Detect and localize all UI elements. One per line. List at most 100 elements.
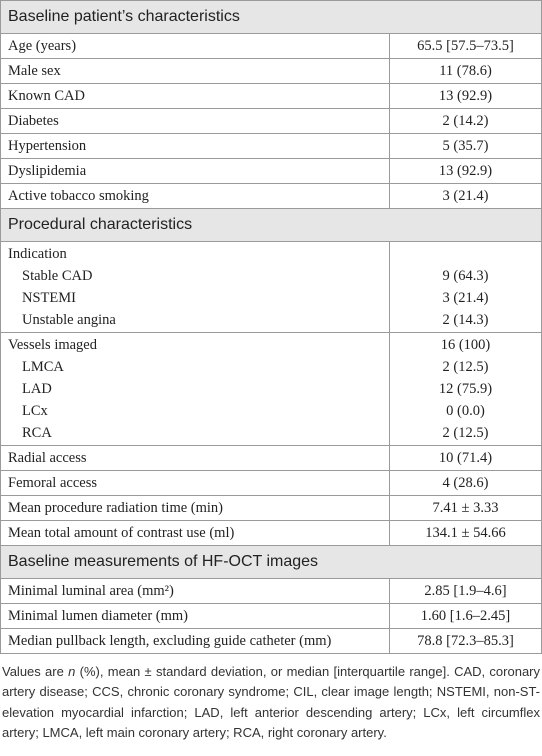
table-row: Hypertension 5 (35.7) <box>1 134 541 159</box>
row-label: Minimal lumen diameter (mm) <box>8 608 188 624</box>
value-cell: 5 (35.7) <box>390 134 541 158</box>
label-cell: Age (years) <box>1 34 390 58</box>
section-header: Procedural characteristics <box>1 209 541 242</box>
row-value: 3 (21.4) <box>442 188 489 204</box>
row-label: Known CAD <box>8 88 85 104</box>
table-row: Diabetes 2 (14.2) <box>1 109 541 134</box>
table-row: Vessels imaged LMCA LAD LCx RCA 16 (100) 2 (12… <box>1 333 541 446</box>
sub-label: Unstable angina <box>22 312 116 328</box>
sub-value: 2 (12.5) <box>442 425 489 441</box>
section-header: Baseline patient’s characteristics <box>1 1 541 34</box>
value-cell: 10 (71.4) <box>390 446 541 470</box>
table-row: Median pullback length, excluding guide … <box>1 629 541 654</box>
label-cell: Minimal lumen diameter (mm) <box>1 604 390 628</box>
sub-label: RCA <box>22 425 52 441</box>
sub-label: Stable CAD <box>22 268 93 284</box>
label-cell: Median pullback length, excluding guide … <box>1 629 390 653</box>
label-cell: Mean procedure radiation time (min) <box>1 496 390 520</box>
value-cell: 78.8 [72.3–85.3] <box>390 629 541 653</box>
spacer <box>390 243 541 265</box>
sub-value: 2 (12.5) <box>442 359 489 375</box>
footnote-text: n <box>68 664 76 679</box>
row-value: 10 (71.4) <box>438 450 493 466</box>
row-label: Male sex <box>8 63 61 79</box>
label-cell: Vessels imaged LMCA LAD LCx RCA <box>1 333 390 445</box>
label-cell: Mean total amount of contrast use (ml) <box>1 521 390 545</box>
row-value: 11 (78.6) <box>439 63 492 79</box>
row-label: Diabetes <box>8 113 59 129</box>
value-cell: 9 (64.3) 3 (21.4) 2 (14.3) <box>390 242 541 332</box>
sub-label: NSTEMI <box>22 290 76 306</box>
footnote: Values are n (%), mean ± standard deviat… <box>0 662 542 744</box>
row-label: Active tobacco smoking <box>8 188 149 204</box>
table-row: Indication Stable CAD NSTEMI Unstable angin… <box>1 242 541 333</box>
row-label: Vessels imaged <box>8 337 97 353</box>
row-value: 2 (14.2) <box>442 113 489 129</box>
value-cell: 16 (100) 2 (12.5) 12 (75.9) 0 (0.0) 2 (12.5) <box>390 333 541 445</box>
label-cell: Minimal luminal area (mm²) <box>1 579 390 603</box>
row-value: 4 (28.6) <box>442 475 489 491</box>
sub-value: 3 (21.4) <box>442 290 489 306</box>
table-row: Known CAD 13 (92.9) <box>1 84 541 109</box>
value-cell: 2 (14.2) <box>390 109 541 133</box>
sub-label: LAD <box>22 381 52 397</box>
row-label: Dyslipidemia <box>8 163 87 179</box>
sub-label: LMCA <box>22 359 64 375</box>
footnote-text: Values are <box>2 664 69 679</box>
footnote-text: (%), mean ± standard deviation, or media… <box>2 664 540 741</box>
label-cell: Femoral access <box>1 471 390 495</box>
table-row: Active tobacco smoking 3 (21.4) <box>1 184 541 209</box>
row-value: 13 (92.9) <box>438 163 493 179</box>
row-value: 1.60 [1.6–2.45] <box>420 608 511 624</box>
label-cell: Active tobacco smoking <box>1 184 390 208</box>
row-label: Age (years) <box>8 38 77 54</box>
table-row: Age (years) 65.5 [57.5–73.5] <box>1 34 541 59</box>
label-cell: Dyslipidemia <box>1 159 390 183</box>
row-label: Radial access <box>8 450 87 466</box>
value-cell: 13 (92.9) <box>390 159 541 183</box>
row-label: Minimal luminal area (mm²) <box>8 583 174 599</box>
table-row: Radial access 10 (71.4) <box>1 446 541 471</box>
value-cell: 4 (28.6) <box>390 471 541 495</box>
label-cell: Hypertension <box>1 134 390 158</box>
sub-value: 0 (0.0) <box>446 403 485 419</box>
value-cell: 11 (78.6) <box>390 59 541 83</box>
row-label: Hypertension <box>8 138 87 154</box>
row-label: Mean procedure radiation time (min) <box>8 500 224 516</box>
label-cell: Diabetes <box>1 109 390 133</box>
label-cell: Radial access <box>1 446 390 470</box>
table: Baseline patient’s characteristics Age (y… <box>0 0 542 654</box>
row-label: Femoral access <box>8 475 97 491</box>
table-row: Dyslipidemia 13 (92.9) <box>1 159 541 184</box>
sub-value: 12 (75.9) <box>438 381 493 397</box>
section-header: Baseline measurements of HF-OCT images <box>1 546 541 579</box>
row-value: 13 (92.9) <box>438 88 493 104</box>
table-row: Femoral access 4 (28.6) <box>1 471 541 496</box>
label-cell: Known CAD <box>1 84 390 108</box>
row-value: 2.85 [1.9–4.6] <box>424 583 507 599</box>
value-cell: 65.5 [57.5–73.5] <box>390 34 541 58</box>
value-cell: 13 (92.9) <box>390 84 541 108</box>
sub-value: 2 (14.3) <box>442 312 489 328</box>
table-row: Minimal lumen diameter (mm) 1.60 [1.6–2.4… <box>1 604 541 629</box>
value-cell: 7.41 ± 3.33 <box>390 496 541 520</box>
row-value: 134.1 ± 54.66 <box>425 525 506 541</box>
value-cell: 1.60 [1.6–2.45] <box>390 604 541 628</box>
table-row: Mean total amount of contrast use (ml) 13… <box>1 521 541 546</box>
value-cell: 2.85 [1.9–4.6] <box>390 579 541 603</box>
value-cell: 3 (21.4) <box>390 184 541 208</box>
sub-value: 9 (64.3) <box>442 268 489 284</box>
label-cell: Indication Stable CAD NSTEMI Unstable angin… <box>1 242 390 332</box>
row-value: 5 (35.7) <box>442 138 489 154</box>
label-cell: Male sex <box>1 59 390 83</box>
row-label: Indication <box>8 246 67 262</box>
table-row: Mean procedure radiation time (min) 7.41 … <box>1 496 541 521</box>
row-value: 78.8 [72.3–85.3] <box>417 633 514 649</box>
row-label: Mean total amount of contrast use (ml) <box>8 525 235 541</box>
table-row: Male sex 11 (78.6) <box>1 59 541 84</box>
row-label: Median pullback length, excluding guide … <box>8 633 332 649</box>
row-value: 16 (100) <box>440 337 491 353</box>
sub-label: LCx <box>22 403 48 419</box>
value-cell: 134.1 ± 54.66 <box>390 521 541 545</box>
